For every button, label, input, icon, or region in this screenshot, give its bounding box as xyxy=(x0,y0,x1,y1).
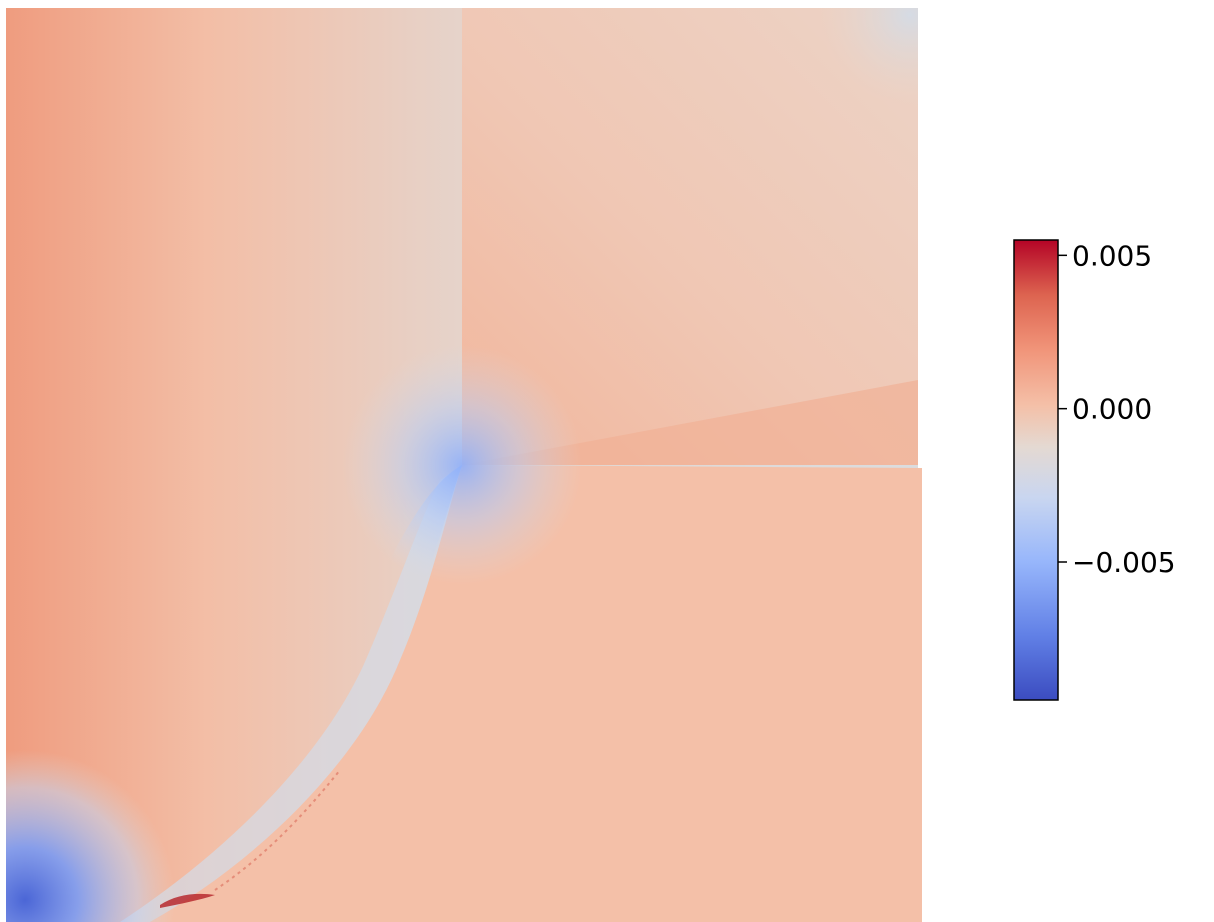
field-tip-glow xyxy=(342,345,582,585)
colorbar-ticks: 0.005 0.000 −0.005 xyxy=(1058,239,1176,579)
field-top-right-patch xyxy=(820,8,918,108)
colorbar-tick-label: 0.000 xyxy=(1072,393,1152,426)
field-bottom-left-low xyxy=(6,700,206,922)
colorbar-tick-label: 0.005 xyxy=(1072,239,1152,272)
colorbar xyxy=(1013,239,1059,701)
field-hotspot xyxy=(160,893,215,908)
colorbar-tick-label: −0.005 xyxy=(1072,546,1176,579)
field-lower-right-region xyxy=(150,465,922,922)
